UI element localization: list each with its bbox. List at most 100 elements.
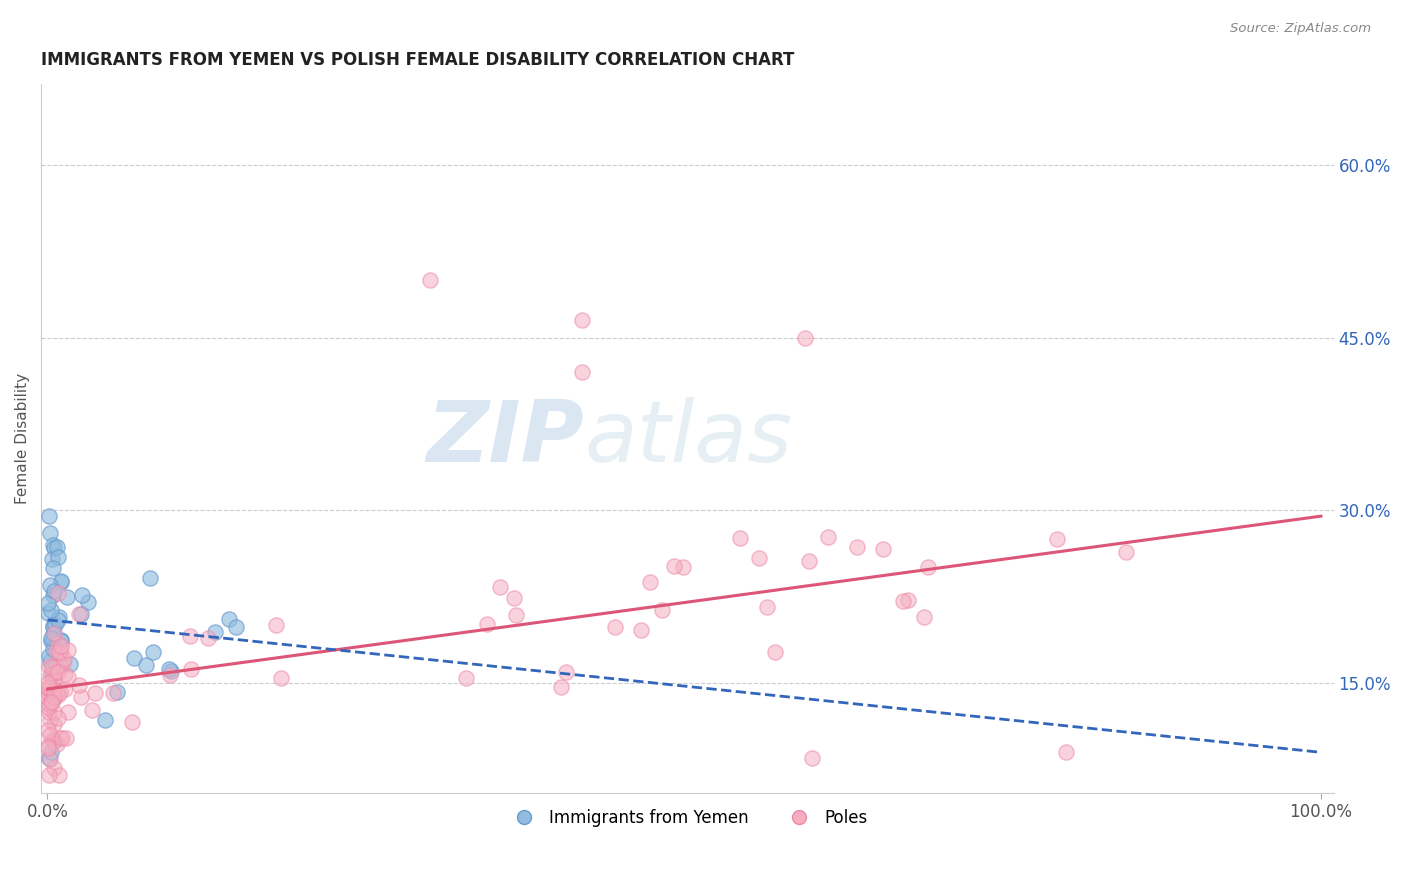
Point xyxy=(42,690,65,705)
Point xyxy=(42,588,65,602)
Point xyxy=(571,365,593,379)
Point xyxy=(56,705,79,719)
Point xyxy=(800,751,823,765)
Point xyxy=(39,684,62,698)
Point xyxy=(46,540,69,554)
Point xyxy=(38,697,60,711)
Point xyxy=(55,731,77,746)
Point xyxy=(49,634,72,648)
Point xyxy=(1054,745,1077,759)
Point xyxy=(41,691,63,706)
Point xyxy=(160,664,183,678)
Point xyxy=(49,574,72,588)
Point xyxy=(756,600,779,615)
Point xyxy=(38,706,60,720)
Point xyxy=(41,552,63,566)
Point xyxy=(39,752,62,766)
Point xyxy=(46,586,69,600)
Point xyxy=(121,714,143,729)
Point xyxy=(59,657,82,672)
Point xyxy=(42,734,65,748)
Point xyxy=(917,559,939,574)
Legend: Immigrants from Yemen, Poles: Immigrants from Yemen, Poles xyxy=(501,803,873,834)
Point xyxy=(48,610,70,624)
Point xyxy=(38,751,60,765)
Point xyxy=(39,526,62,541)
Point xyxy=(550,680,572,694)
Point xyxy=(39,683,62,698)
Point xyxy=(39,695,62,709)
Point xyxy=(218,612,240,626)
Point xyxy=(42,561,65,575)
Point xyxy=(270,672,292,686)
Text: atlas: atlas xyxy=(583,397,792,480)
Point xyxy=(42,671,65,685)
Point xyxy=(672,560,695,574)
Point xyxy=(794,330,817,344)
Point xyxy=(159,668,181,682)
Point xyxy=(80,703,103,717)
Point xyxy=(44,618,66,632)
Point xyxy=(42,734,65,748)
Point xyxy=(42,680,65,694)
Point xyxy=(46,688,69,702)
Point xyxy=(37,681,59,696)
Point xyxy=(42,761,65,775)
Point xyxy=(53,667,76,681)
Point xyxy=(891,594,914,608)
Point xyxy=(37,700,59,714)
Point xyxy=(914,610,936,624)
Point xyxy=(67,678,90,692)
Point xyxy=(41,633,63,648)
Point xyxy=(135,658,157,673)
Point xyxy=(122,650,145,665)
Point xyxy=(46,550,69,565)
Point xyxy=(44,705,66,719)
Point xyxy=(94,714,117,728)
Point xyxy=(571,313,593,327)
Point xyxy=(46,711,69,725)
Point xyxy=(83,686,105,700)
Point xyxy=(49,575,72,590)
Point xyxy=(49,632,72,647)
Point xyxy=(39,745,62,759)
Point xyxy=(69,607,91,622)
Point xyxy=(39,681,62,695)
Point xyxy=(651,602,673,616)
Point xyxy=(42,625,65,640)
Point xyxy=(48,645,70,659)
Point xyxy=(45,644,67,658)
Point xyxy=(638,575,661,590)
Point xyxy=(42,627,65,641)
Point xyxy=(42,665,65,680)
Point xyxy=(817,530,839,544)
Point xyxy=(44,660,66,674)
Point xyxy=(56,643,79,657)
Point xyxy=(51,731,73,746)
Point xyxy=(41,678,63,692)
Point xyxy=(52,656,75,670)
Point xyxy=(55,681,77,696)
Point xyxy=(38,648,60,663)
Point xyxy=(42,641,65,656)
Point xyxy=(46,636,69,650)
Point xyxy=(49,639,72,653)
Point xyxy=(630,624,652,638)
Point xyxy=(76,595,98,609)
Point xyxy=(39,631,62,645)
Point xyxy=(41,619,63,633)
Point xyxy=(872,542,894,557)
Point xyxy=(503,591,526,605)
Point xyxy=(197,632,219,646)
Point xyxy=(38,714,60,728)
Point xyxy=(179,629,201,643)
Point xyxy=(38,654,60,668)
Point xyxy=(225,620,247,634)
Point xyxy=(38,659,60,673)
Point xyxy=(142,645,165,659)
Point xyxy=(37,596,59,610)
Point xyxy=(41,538,63,552)
Point xyxy=(49,684,72,698)
Point xyxy=(159,662,181,676)
Point xyxy=(48,768,70,782)
